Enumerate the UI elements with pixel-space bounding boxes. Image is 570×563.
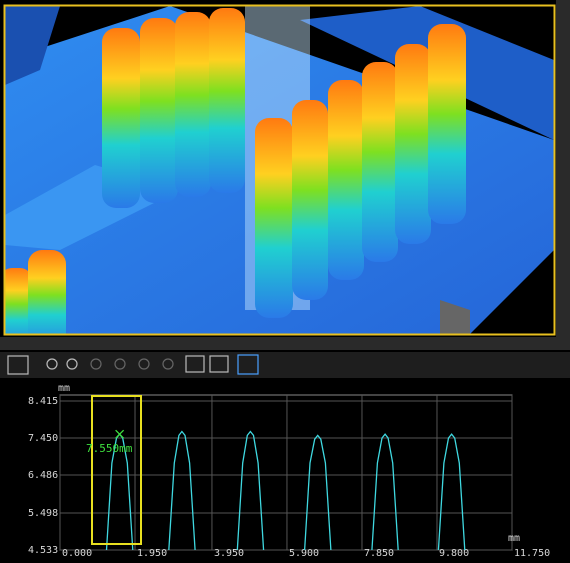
- fit-button[interactable]: [185, 355, 205, 373]
- x-tick-label: 1.950: [137, 548, 167, 559]
- reset-button[interactable]: [209, 355, 229, 373]
- peak-marker: [115, 429, 125, 439]
- annotation: 7.550mm: [86, 442, 133, 455]
- h-scrollbar[interactable]: [0, 337, 556, 350]
- profile-button[interactable]: [237, 354, 259, 375]
- 3d-view[interactable]: [0, 5, 554, 350]
- zoom-in-button[interactable]: [46, 358, 58, 370]
- tool-button[interactable]: [90, 358, 102, 370]
- view-border: [3, 4, 556, 336]
- selection-box[interactable]: [91, 395, 142, 545]
- y-tick-label: 4.533: [28, 545, 58, 556]
- x-tick-label: 3.950: [214, 548, 244, 559]
- y-tick-label: 6.486: [28, 470, 58, 481]
- y-tick-label: 7.450: [28, 433, 58, 444]
- tool-button[interactable]: [114, 358, 126, 370]
- tool-button[interactable]: [138, 358, 150, 370]
- v-scrollbar[interactable]: [556, 0, 570, 350]
- y-axis-label: mm: [58, 383, 70, 394]
- x-tick-label: 11.750: [514, 548, 550, 559]
- x-tick-label: 0.000: [62, 548, 92, 559]
- x-tick-label: 7.850: [364, 548, 394, 559]
- x-tick-label: 5.900: [289, 548, 319, 559]
- toolbar: [0, 352, 570, 378]
- y-tick-label: 5.498: [28, 508, 58, 519]
- x-tick-label: 9.800: [439, 548, 469, 559]
- zoom-out-button[interactable]: [66, 358, 78, 370]
- tool-button[interactable]: [7, 355, 29, 375]
- tool-button[interactable]: [162, 358, 174, 370]
- y-tick-label: 8.415: [28, 396, 58, 407]
- x-axis-label: mm: [508, 533, 520, 544]
